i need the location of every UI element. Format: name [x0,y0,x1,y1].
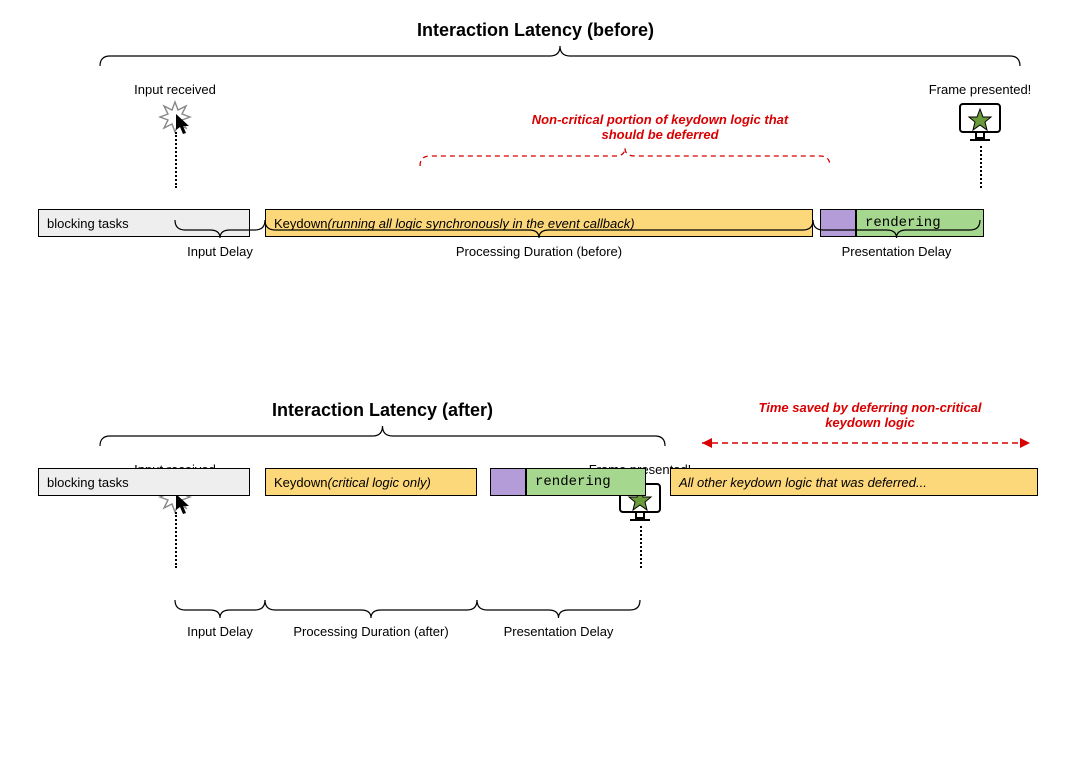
before-input-delay-label: Input Delay [175,244,265,259]
monitor-icon [956,102,1004,146]
after-input-vline [175,512,177,568]
after-block-purple [490,468,526,496]
before-input-label: Input received [130,82,220,97]
after-processing-label: Processing Duration (after) [265,624,477,639]
section-before: Interaction Latency (before) Input recei… [20,20,1051,300]
block-label-ital: (critical logic only) [327,475,430,490]
before-below-braces [20,220,1051,242]
after-input-delay-label: Input Delay [175,624,265,639]
after-block-rendering: rendering [526,468,646,496]
after-presentation-label: Presentation Delay [477,624,640,639]
after-title: Interaction Latency (after) [100,400,665,421]
before-processing-label: Processing Duration (before) [265,244,813,259]
block-label-ital: All other keydown logic that was deferre… [679,475,927,490]
block-label: blocking tasks [47,475,129,490]
after-red-arrow [20,436,1051,450]
after-below-braces [20,600,1051,622]
after-timeline: blocking tasks Keydown (critical logic o… [20,468,1051,496]
cursor-icon [176,494,194,516]
before-title: Interaction Latency (before) [20,20,1051,41]
before-title-brace [20,46,1051,72]
after-block-deferred: All other keydown logic that was deferre… [670,468,1038,496]
block-label-bold: Keydown [274,475,327,490]
diagram-root: Interaction Latency (before) Input recei… [20,20,1051,680]
after-frame-vline [640,526,642,568]
after-block-keydown: Keydown (critical logic only) [265,468,477,496]
before-red-note: Non-critical portion of keydown logic th… [515,112,805,142]
section-after: Interaction Latency (after) Time saved b… [20,400,1051,680]
before-red-brace [20,148,1051,170]
before-frame-label: Frame presented! [920,82,1040,97]
cursor-icon [176,114,194,136]
after-block-blocking: blocking tasks [38,468,250,496]
block-label: rendering [535,474,611,490]
before-presentation-label: Presentation Delay [813,244,980,259]
after-red-note: Time saved by deferring non-critical key… [740,400,1000,430]
